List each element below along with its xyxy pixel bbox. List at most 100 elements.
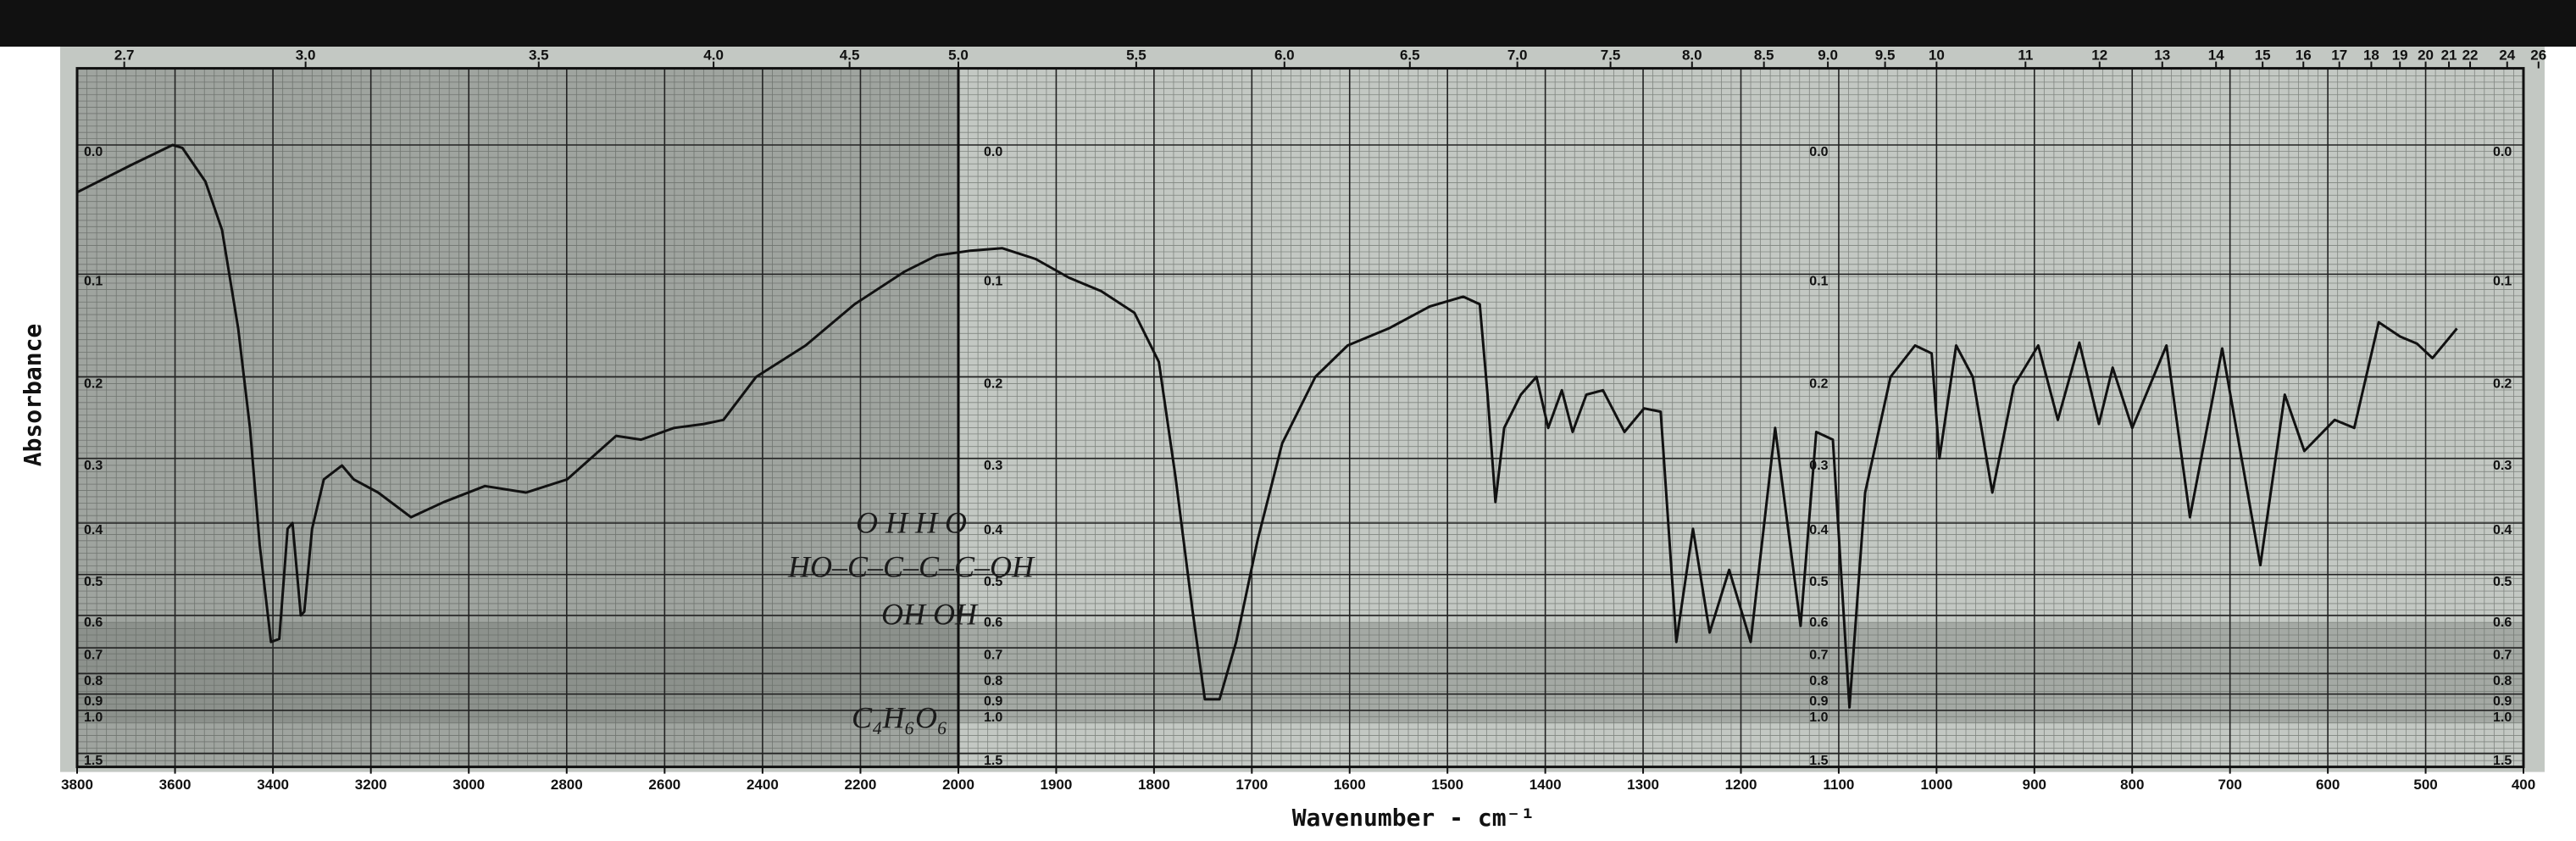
y-tick-label: 0.2 (1809, 377, 1828, 392)
x2-tick-label: 6.5 (1400, 47, 1420, 63)
y-tick-label: 0.7 (1809, 648, 1828, 662)
y-tick-label: 0.6 (984, 615, 1002, 630)
y-tick-label: 0.3 (984, 459, 1002, 473)
y-tick-label: 0.7 (2493, 648, 2512, 662)
y-tick-label: 0.2 (2493, 377, 2512, 392)
x2-tick-label: 22 (2462, 47, 2479, 63)
x-tick-label: 2400 (747, 777, 779, 793)
x-tick-label: 1200 (1725, 777, 1757, 793)
y-tick-label: 1.0 (1809, 710, 1828, 725)
y-tick-label: 0.0 (1809, 145, 1828, 159)
x-tick-label: 800 (2120, 777, 2144, 793)
x2-tick-label: 4.0 (703, 47, 724, 63)
annotation: HO–C–C–C–C–OH (787, 549, 1035, 583)
y-axis-title: Absorbance (19, 324, 47, 467)
y-tick-label: 0.4 (984, 523, 1002, 537)
x-tick-label: 3800 (61, 777, 93, 793)
x-axis-title: Wavenumber - cm⁻¹ (1292, 804, 1535, 832)
y-tick-label: 0.8 (984, 674, 1002, 688)
y-tick-label: 0.5 (984, 575, 1002, 589)
y-tick-label: 0.7 (84, 648, 103, 662)
y-tick-label: 0.0 (2493, 145, 2512, 159)
x2-tick-label: 9.5 (1875, 47, 1896, 63)
x-tick-label: 1800 (1138, 777, 1170, 793)
y-tick-label: 1.0 (84, 710, 103, 725)
x-tick-label: 1600 (1334, 777, 1366, 793)
y-tick-label: 0.1 (84, 275, 103, 289)
y-tick-label: 0.5 (84, 575, 103, 589)
y-tick-label: 1.0 (984, 710, 1002, 725)
y-tick-label: 0.9 (84, 694, 103, 709)
x-tick-label: 500 (2413, 777, 2437, 793)
y-tick-label: 0.2 (84, 377, 103, 392)
x-tick-label: 3200 (355, 777, 387, 793)
y-tick-label: 0.8 (2493, 674, 2512, 688)
plot-frame (75, 67, 2525, 769)
x2-tick-label: 7.5 (1601, 47, 1621, 63)
y-tick-label: 1.5 (1809, 754, 1828, 768)
x2-tick-label: 3.5 (529, 47, 549, 63)
x-tick-label: 1300 (1627, 777, 1659, 793)
y-tick-label: 0.4 (1809, 523, 1828, 537)
x-tick-label: 3600 (159, 777, 192, 793)
x2-tick-label: 18 (2363, 47, 2379, 63)
x2-tick-label: 16 (2296, 47, 2312, 63)
y-tick-label: 0.9 (2493, 694, 2512, 709)
y-tick-label: 0.0 (984, 145, 1002, 159)
x2-tick-label: 8.5 (1754, 47, 1774, 63)
x-tick-label: 3400 (257, 777, 289, 793)
annotation: OH OH (881, 597, 979, 631)
y-tick-label: 0.9 (1809, 694, 1828, 709)
x-tick-label: 600 (2316, 777, 2340, 793)
x2-tick-label: 14 (2208, 47, 2224, 63)
y-tick-label: 0.1 (2493, 275, 2512, 289)
x2-tick-label: 4.5 (840, 47, 860, 63)
y-tick-label: 0.3 (84, 459, 103, 473)
x2-tick-label: 21 (2441, 47, 2457, 63)
x2-tick-label: 3.0 (296, 47, 316, 63)
x2-tick-label: 7.0 (1507, 47, 1528, 63)
y-tick-label: 0.6 (84, 615, 103, 630)
x2-tick-label: 15 (2255, 47, 2271, 63)
y-tick-label: 0.8 (1809, 674, 1828, 688)
y-tick-label: 0.5 (1809, 575, 1828, 589)
x-tick-label: 1000 (1920, 777, 1952, 793)
x2-tick-label: 11 (2018, 47, 2033, 63)
x2-tick-label: 10 (1929, 47, 1945, 63)
y-tick-label: 0.6 (2493, 615, 2512, 630)
y-tick-label: 0.4 (84, 523, 103, 537)
minor-grid (76, 68, 2524, 767)
x-tick-label: 2800 (551, 777, 583, 793)
annotation: C₄H₆O₆ (852, 700, 948, 734)
y-tick-label: 0.6 (1809, 615, 1828, 630)
x-tick-label: 2600 (648, 777, 680, 793)
x2-tick-label: 6.0 (1274, 47, 1295, 63)
y-tick-label: 0.8 (84, 674, 103, 688)
y-tick-label: 0.9 (984, 694, 1002, 709)
y-tick-label: 0.1 (1809, 275, 1828, 289)
y-tick-label: 0.4 (2493, 523, 2512, 537)
y-tick-label: 1.0 (2493, 710, 2512, 725)
x-tick-label: 2000 (942, 777, 974, 793)
x2-tick-label: 26 (2530, 47, 2546, 63)
x2-tick-label: 5.5 (1126, 47, 1146, 63)
y-tick-label: 0.3 (2493, 459, 2512, 473)
y-tick-label: 0.7 (984, 648, 1002, 662)
x2-tick-label: 8.0 (1682, 47, 1702, 63)
y-tick-label: 0.5 (2493, 575, 2512, 589)
x2-tick-label: 20 (2418, 47, 2434, 63)
x-tick-label: 400 (2512, 777, 2535, 793)
top-band (0, 0, 2576, 47)
y-tick-label: 1.5 (84, 754, 103, 768)
x-tick-label: 700 (2218, 777, 2242, 793)
x2-tick-label: 17 (2331, 47, 2347, 63)
y-tick-label: 1.5 (2493, 754, 2512, 768)
annotation: O H H O (856, 505, 967, 539)
x-tick-label: 1900 (1041, 777, 1073, 793)
x2-tick-label: 13 (2154, 47, 2170, 63)
x2-tick-label: 19 (2392, 47, 2408, 63)
x-tick-label: 2200 (845, 777, 877, 793)
x2-tick-label: 12 (2091, 47, 2107, 63)
x2-tick-label: 9.0 (1818, 47, 1838, 63)
